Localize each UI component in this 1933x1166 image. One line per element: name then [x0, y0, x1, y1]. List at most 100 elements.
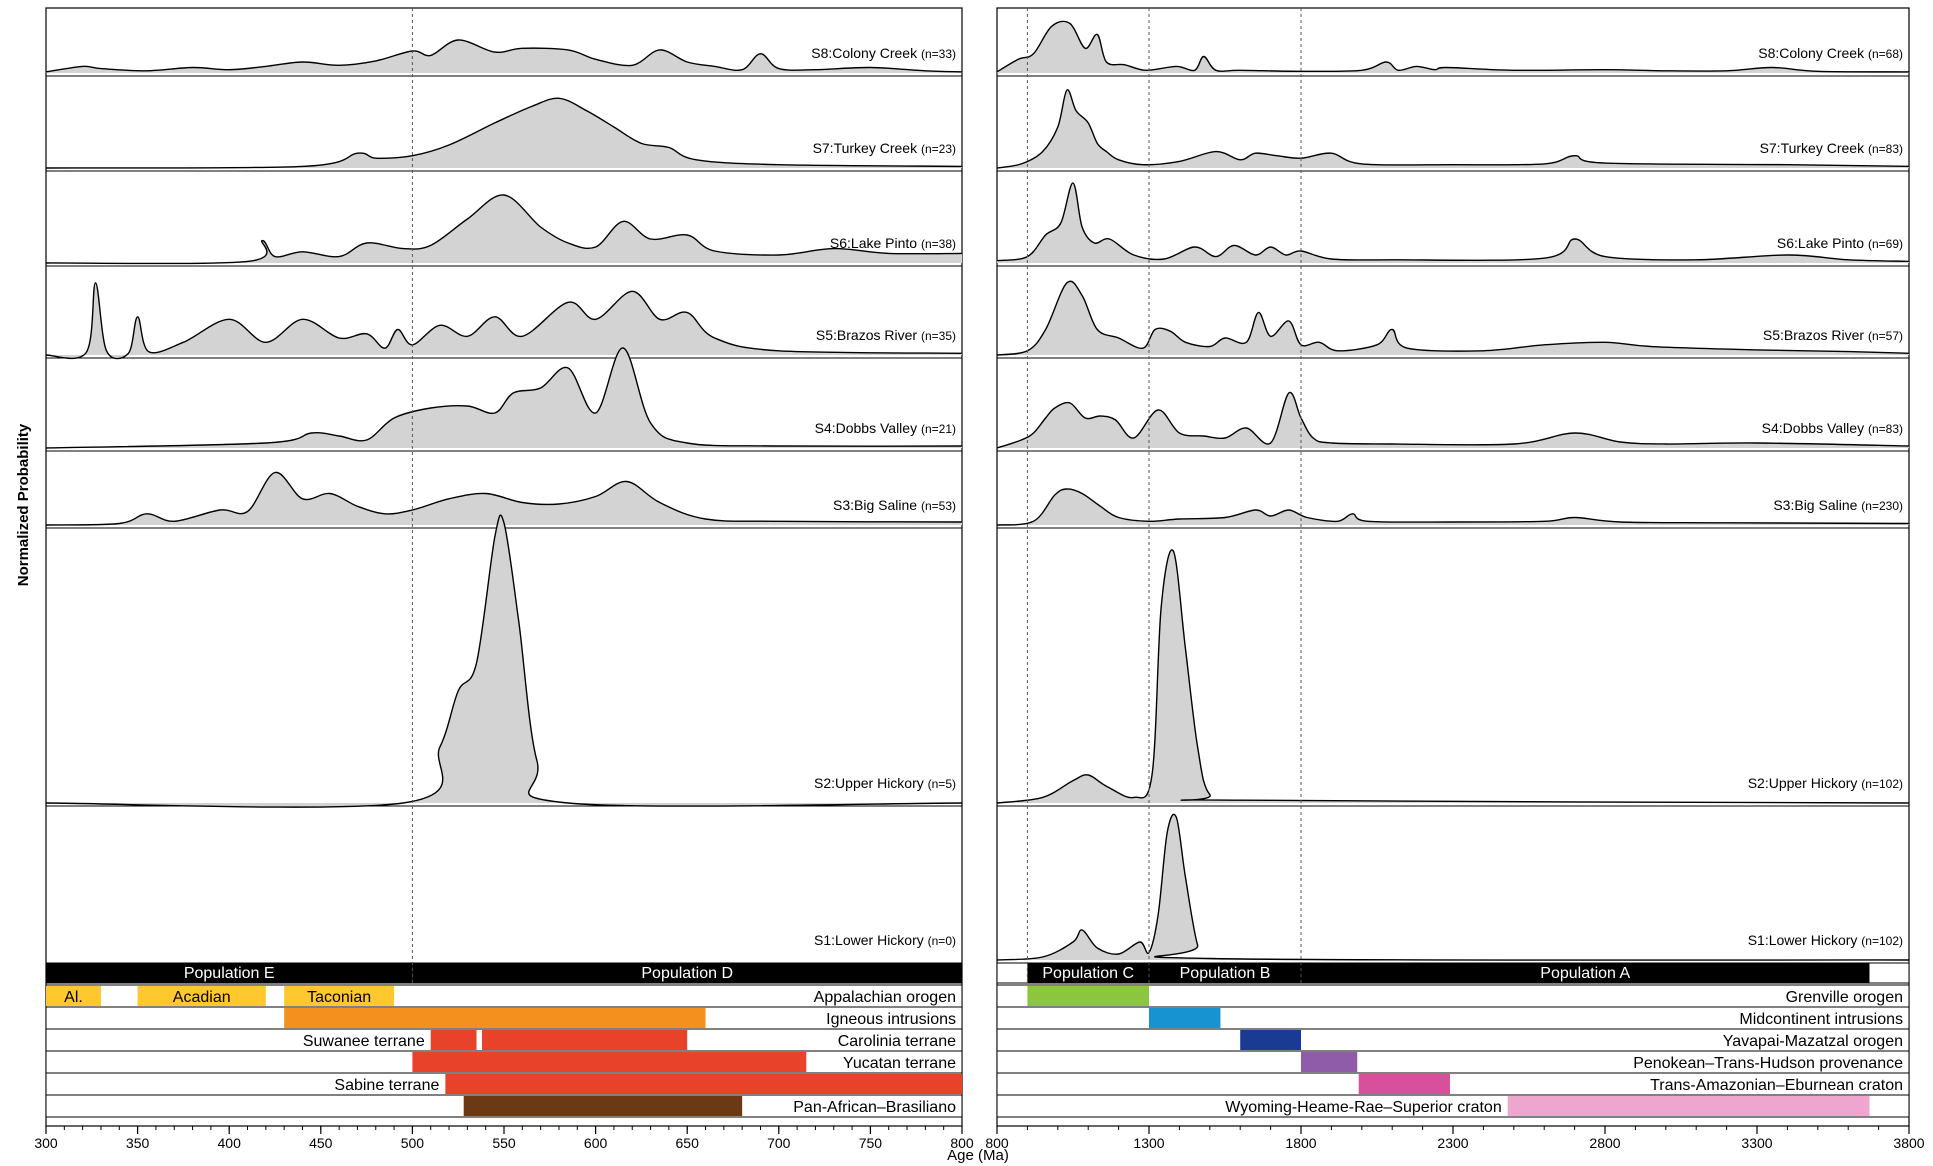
source-bar-prefix-label: Suwanee terrane	[303, 1033, 425, 1050]
tick-label: 3800	[1893, 1135, 1924, 1151]
tick-label: 800	[950, 1135, 974, 1151]
series-fill	[997, 281, 1909, 355]
series-label: S8:Colony Creek (n=68)	[1758, 45, 1903, 61]
source-bar-label: Yucatan terrane	[843, 1055, 956, 1072]
series-line	[996, 280, 1910, 356]
source-bar-segment	[1301, 1052, 1358, 1072]
series-fill	[46, 282, 962, 359]
series-label: S3:Big Saline (n=230)	[1773, 497, 1903, 513]
source-bar-label: Grenville orogen	[1786, 989, 1903, 1006]
series-line	[45, 347, 963, 449]
series-label: S8:Colony Creek (n=33)	[811, 45, 956, 61]
population-label: Population B	[1180, 965, 1271, 982]
series-label: S4:Dobbs Valley (n=21)	[815, 420, 956, 436]
tick-label: 3300	[1741, 1135, 1772, 1151]
tick-label: 800	[985, 1135, 1009, 1151]
series-label: S6:Lake Pinto (n=38)	[830, 235, 956, 251]
series-label: S7:Turkey Creek (n=83)	[1760, 140, 1903, 156]
series-fill	[46, 515, 962, 808]
series-line	[996, 549, 1910, 804]
series-line	[45, 282, 963, 360]
y-axis-label: Normalized Probability	[15, 423, 32, 586]
series-fill	[46, 347, 962, 448]
source-bar-segment	[1027, 986, 1149, 1006]
tick-label: 1800	[1285, 1135, 1316, 1151]
population-label: Population A	[1540, 965, 1630, 982]
tick-label: 500	[401, 1135, 425, 1151]
source-bar-segment	[137, 986, 266, 1006]
population-label: Population E	[184, 965, 275, 982]
series-fill	[46, 98, 962, 168]
tick-label: 450	[309, 1135, 333, 1151]
source-bar-segment	[463, 1096, 743, 1116]
population-band	[1027, 963, 1149, 983]
tick-label: 650	[676, 1135, 700, 1151]
source-bar-segment	[482, 1030, 688, 1050]
tick-label: 350	[126, 1135, 150, 1151]
series-line	[996, 20, 1910, 73]
source-bar-segment	[284, 986, 395, 1006]
series-label: S2:Upper Hickory (n=102)	[1748, 775, 1903, 791]
source-bar-label: Trans-Amazonian–Eburnean craton	[1650, 1077, 1903, 1094]
series-fill	[46, 194, 962, 264]
series-label: S5:Brazos River (n=35)	[816, 327, 956, 343]
tick-label: 1300	[1133, 1135, 1164, 1151]
source-bar-label: Penokean–Trans-Hudson provenance	[1633, 1055, 1903, 1072]
series-line	[45, 97, 963, 169]
tick-label: 700	[767, 1135, 791, 1151]
tick-label: 2800	[1589, 1135, 1620, 1151]
series-fill	[997, 89, 1909, 168]
series-line	[45, 514, 963, 808]
source-bar-prefix-label: Sabine terrane	[334, 1077, 439, 1094]
series-fill	[997, 549, 1909, 803]
series-line	[45, 194, 963, 265]
series-label: S7:Turkey Creek (n=23)	[813, 140, 956, 156]
population-label: Population D	[641, 965, 733, 982]
series-line	[45, 39, 963, 73]
source-bar-label: Yavapai-Mazatzal orogen	[1723, 1033, 1903, 1050]
series-label: S1:Lower Hickory (n=0)	[814, 932, 956, 948]
source-bar-segment	[1149, 1008, 1221, 1028]
tick-label: 550	[492, 1135, 516, 1151]
source-bar-label: Midcontinent intrusions	[1739, 1011, 1903, 1028]
series-label: S2:Upper Hickory (n=5)	[814, 775, 956, 791]
tick-label: 300	[34, 1135, 58, 1151]
tick-label: 600	[584, 1135, 608, 1151]
population-band	[412, 963, 962, 983]
series-line	[996, 182, 1910, 263]
source-bar-segment	[46, 986, 101, 1006]
series-label: S3:Big Saline (n=53)	[833, 497, 956, 513]
source-bar-label: Appalachian orogen	[814, 989, 956, 1006]
population-label: Population C	[1042, 965, 1134, 982]
series-fill	[997, 814, 1909, 961]
x-axis-label: Age (Ma)	[947, 1147, 1009, 1164]
population-band	[1301, 963, 1870, 983]
series-label: S4:Dobbs Valley (n=83)	[1762, 420, 1903, 436]
series-fill	[997, 182, 1909, 263]
source-bar-label: Igneous intrusions	[826, 1011, 956, 1028]
source-bar-segment	[1358, 1074, 1450, 1094]
tick-label: 750	[859, 1135, 883, 1151]
series-label: S6:Lake Pinto (n=69)	[1777, 235, 1903, 251]
population-band	[46, 963, 413, 983]
series-line	[45, 471, 963, 526]
series-line	[996, 813, 1910, 961]
source-bar-segment	[1507, 1096, 1870, 1116]
panel-old: S8:Colony Creek (n=68) S7:Turkey Creek (n…	[985, 7, 1925, 1151]
population-band	[1149, 963, 1301, 983]
series-label: S5:Brazos River (n=57)	[1763, 327, 1903, 343]
source-bar-label: Carolinia terrane	[838, 1033, 956, 1050]
tick-label: 400	[218, 1135, 242, 1151]
series-fill	[997, 488, 1909, 525]
source-bar-segment-label: Taconian	[307, 989, 371, 1006]
source-bar-segment	[284, 1008, 706, 1028]
series-line	[996, 488, 1910, 526]
source-bar-segment-label: Al.	[64, 989, 83, 1006]
tick-label: 2300	[1437, 1135, 1468, 1151]
source-bar-segment	[430, 1030, 477, 1050]
series-line	[996, 391, 1910, 449]
series-fill	[997, 392, 1909, 448]
source-bar-label: Pan-African–Brasiliano	[793, 1099, 956, 1116]
source-bar-segment	[1240, 1030, 1301, 1050]
